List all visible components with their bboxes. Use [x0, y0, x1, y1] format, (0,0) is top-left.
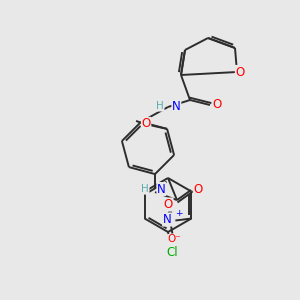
Text: O: O: [236, 65, 244, 79]
Text: O: O: [142, 117, 151, 130]
Text: O: O: [212, 98, 222, 110]
Text: N: N: [172, 100, 181, 112]
Text: N: N: [163, 213, 171, 226]
Text: Cl: Cl: [166, 245, 178, 259]
Text: O: O: [164, 198, 173, 211]
Text: H: H: [156, 101, 164, 111]
Text: H: H: [141, 184, 149, 194]
Text: +: +: [175, 209, 182, 218]
Text: O⁻: O⁻: [167, 235, 181, 244]
Text: O: O: [194, 183, 202, 196]
Text: N: N: [157, 183, 166, 196]
